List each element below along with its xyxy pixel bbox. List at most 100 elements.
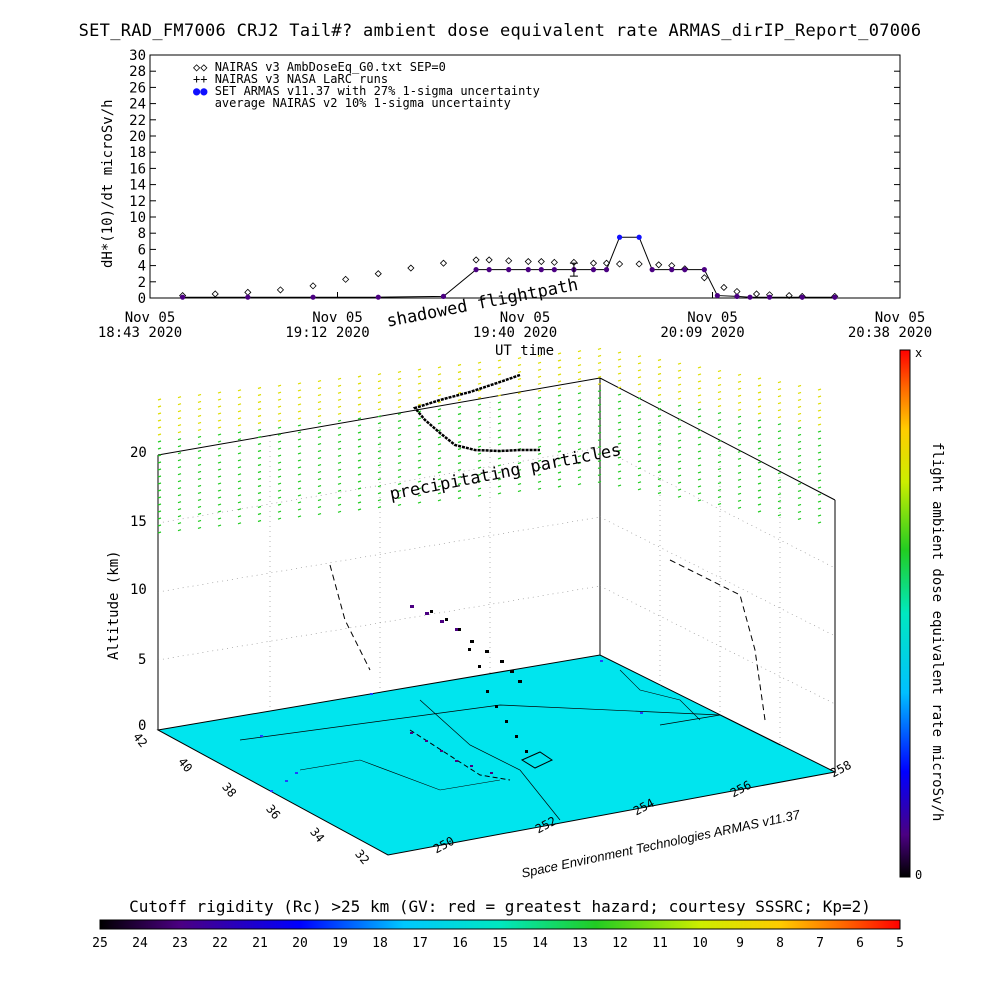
precip-mark	[737, 401, 742, 404]
precip-mark	[477, 396, 482, 399]
precip-mark	[657, 414, 662, 418]
precip-mark	[757, 398, 762, 401]
precip-mark	[177, 417, 182, 420]
precip-mark	[397, 398, 402, 401]
3d-box	[156, 377, 837, 856]
precip-mark	[457, 475, 462, 479]
top-series	[179, 234, 839, 300]
precip-mark	[437, 464, 442, 467]
precip-mark	[397, 475, 402, 478]
precip-mark	[297, 494, 302, 497]
precip-mark	[157, 531, 162, 534]
precip-mark	[397, 412, 402, 415]
precip-mark	[237, 522, 242, 525]
precip-mark	[797, 503, 802, 506]
precip-mark	[397, 468, 402, 471]
precip-mark	[177, 522, 182, 525]
precip-mark	[157, 468, 162, 471]
precip-mark	[397, 391, 402, 394]
precip-mark	[177, 508, 182, 511]
precip-mark	[237, 445, 242, 448]
precip-mark	[277, 496, 282, 499]
precip-mark	[377, 471, 382, 474]
precip-mark	[397, 440, 402, 443]
precip-mark	[177, 410, 182, 413]
precip-mark	[757, 377, 762, 380]
precip-mark	[157, 447, 162, 450]
precip-mark	[157, 482, 162, 485]
x-tick-time: 20:09 2020	[660, 325, 744, 341]
rigidity-tick-label: 6	[856, 936, 864, 951]
precip-mark	[357, 459, 362, 462]
precip-mark	[617, 470, 622, 473]
nairas-v3-point	[276, 286, 285, 294]
precip-mark	[197, 428, 202, 431]
armas-point	[375, 294, 381, 300]
precip-mark	[337, 426, 342, 429]
precip-mark	[237, 431, 242, 434]
precip-mark	[237, 403, 242, 406]
precip-mark	[557, 457, 562, 460]
precip-mark	[437, 450, 442, 453]
precip-mark	[497, 436, 502, 439]
precip-mark	[677, 474, 682, 477]
precip-mark	[817, 388, 822, 391]
precip-mark	[417, 375, 422, 378]
precip-mark	[537, 368, 542, 371]
ground-track-point	[470, 765, 473, 767]
nairas-v3-point	[700, 274, 708, 282]
precip-mark	[497, 443, 502, 446]
precip-mark	[217, 510, 222, 513]
precip-mark	[217, 503, 222, 506]
precip-mark	[677, 446, 682, 449]
precip-mark	[457, 447, 462, 451]
precip-mark	[377, 401, 382, 404]
precip-mark	[677, 397, 682, 400]
precip-mark	[677, 418, 682, 421]
armas-point	[701, 267, 707, 273]
precip-mark	[717, 391, 722, 394]
precip-mark	[597, 375, 602, 378]
precip-mark	[577, 434, 582, 437]
precip-mark	[457, 419, 462, 423]
x-tick-date: Nov 05	[312, 310, 363, 326]
precip-mark	[397, 489, 402, 492]
precip-mark	[697, 450, 702, 453]
precip-mark	[257, 470, 262, 474]
precip-mark	[537, 375, 542, 378]
precip-mark	[777, 395, 782, 398]
precip-mark	[197, 477, 202, 480]
precip-mark	[457, 426, 462, 430]
precip-mark	[797, 419, 802, 422]
precip-mark	[777, 416, 782, 419]
precip-mark	[277, 482, 282, 485]
nairas-v3-point	[733, 287, 741, 296]
precip-mark	[337, 475, 342, 478]
precip-mark	[337, 384, 342, 387]
precip-mark	[577, 448, 582, 451]
rigidity-tick-label: 24	[132, 936, 148, 951]
precip-mark	[517, 420, 522, 423]
precip-mark	[777, 388, 782, 391]
precip-mark	[257, 491, 262, 495]
precip-mark	[577, 364, 582, 367]
y-tick-label: 18	[129, 145, 146, 161]
precip-mark	[757, 454, 762, 457]
precip-mark	[537, 487, 542, 490]
precip-mark	[197, 414, 202, 417]
precip-mark	[317, 380, 322, 383]
precip-mark	[437, 373, 442, 376]
precip-mark	[737, 394, 742, 397]
precip-mark	[657, 456, 662, 460]
precip-mark	[737, 478, 742, 481]
y-tick-label: 2	[138, 275, 146, 291]
precip-mark	[617, 414, 622, 417]
precip-mark	[337, 377, 342, 380]
rigidity-tick-label: 14	[532, 936, 548, 951]
precip-mark	[377, 436, 382, 439]
precip-mark	[597, 431, 602, 434]
precip-mark	[697, 422, 702, 425]
precip-mark	[317, 401, 322, 404]
precip-mark	[797, 510, 802, 513]
